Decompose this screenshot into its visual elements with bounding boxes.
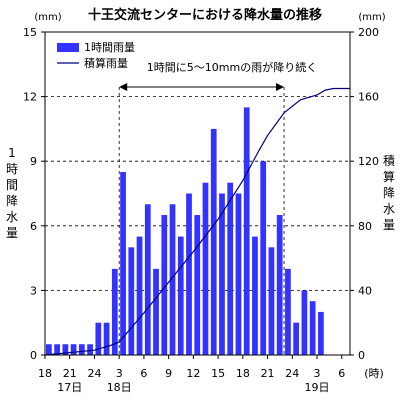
bar [144,204,151,355]
x-tick-label: 18 [38,367,52,380]
axes [41,31,354,359]
right-tick-label: 160 [358,91,379,104]
bar [161,215,168,355]
bar [243,107,250,355]
bar [70,344,77,355]
x-tick-label: 6 [338,367,345,380]
bar [169,204,176,355]
bar [318,311,324,355]
bar [268,247,275,355]
x-unit-label: (時) [364,367,384,380]
x-tick-label: 24 [285,367,299,380]
left-axis-title-char: 水 [6,210,18,224]
bar [177,236,184,355]
right-axis-title-char: 算 [383,169,395,184]
x-tick-label: 9 [165,367,172,380]
left-axis-title-char: 間 [6,178,18,192]
left-axis-title-char: 降 [6,194,18,208]
cumulative-line [44,87,350,356]
bar [301,290,308,355]
bar [276,215,283,355]
annotation-text: 1時間に5～10mmの雨が降り続く [147,60,317,74]
x-tick-label: 18 [236,367,250,380]
left-axis-title-char: 時 [6,162,18,176]
left-tick-label: 6 [30,220,37,233]
legend: 1時間雨量 積算雨量 [53,39,143,71]
tick-labels: 0 3 6 9 12 15 0 40 80 120 160 200 18 21 24 3 6 9 12 15 18 21 2… [23,26,384,394]
x-tick-label: 3 [314,367,321,380]
left-tick-label: 9 [30,155,37,168]
right-tick-label: 200 [358,26,379,39]
annotation: 1時間に5～10mmの雨が降り続く [119,60,317,91]
right-tick-label: 80 [358,220,372,233]
bar [235,193,242,355]
plot-frame [44,31,351,356]
bar [111,268,118,355]
cumulative-line-layer [44,87,350,356]
right-axis-title-char: 降 [383,186,395,200]
bar [136,236,143,355]
annotation-arrowhead-right [276,83,285,91]
bar [219,193,225,355]
bars [46,107,324,355]
left-tick-label: 3 [30,284,37,297]
left-tick-label: 0 [30,349,37,362]
x-tick-label: 6 [140,367,147,380]
left-tick-label: 12 [23,91,37,104]
bar [202,182,209,355]
legend-bar-swatch [57,43,79,52]
legend-bar-label: 1時間雨量 [84,41,135,54]
x-tick-label: 15 [211,367,225,380]
grid-lines [45,87,350,355]
bar [252,236,258,355]
left-axis-title-char: 量 [6,226,18,240]
x-tick-label: 21 [261,367,275,380]
annotation-arrowhead-left [119,83,128,91]
bar [153,268,159,355]
bar [186,193,192,355]
right-tick-label: 120 [358,155,379,168]
bar [87,344,93,355]
bar [120,171,126,355]
bar [309,301,316,355]
x-day-label: 19日 [305,381,330,394]
bar [210,128,217,355]
left-tick-label: 15 [23,26,37,39]
bar [128,247,135,355]
legend-line-label: 積算雨量 [84,56,128,70]
bar [54,344,60,355]
left-axis-unit: (mm) [34,12,61,23]
right-axis-title-char: 水 [383,202,395,216]
x-day-label: 17日 [57,381,82,394]
bar [46,344,52,355]
bar [260,161,267,355]
x-day-label: 18日 [107,381,132,394]
bar [227,182,234,355]
bar [285,268,291,355]
chart-title: 十王交流センターにおける降水量の推移 [88,7,322,23]
x-tick-label: 24 [87,367,101,380]
bar [103,322,110,355]
bar [95,322,102,355]
bar [293,322,300,355]
x-tick-label: 3 [116,367,123,380]
right-axis-title-char: 積 [383,153,395,168]
x-tick-label: 12 [186,367,200,380]
left-axis-title-char: 1 [8,146,16,160]
right-tick-label: 40 [358,284,372,297]
bar [62,344,69,355]
right-tick-label: 0 [358,349,365,362]
x-tick-label: 21 [63,367,77,380]
right-axis-unit: (mm) [358,12,385,23]
bar [194,215,201,355]
right-axis-title-char: 量 [383,218,395,232]
bar [78,344,85,355]
